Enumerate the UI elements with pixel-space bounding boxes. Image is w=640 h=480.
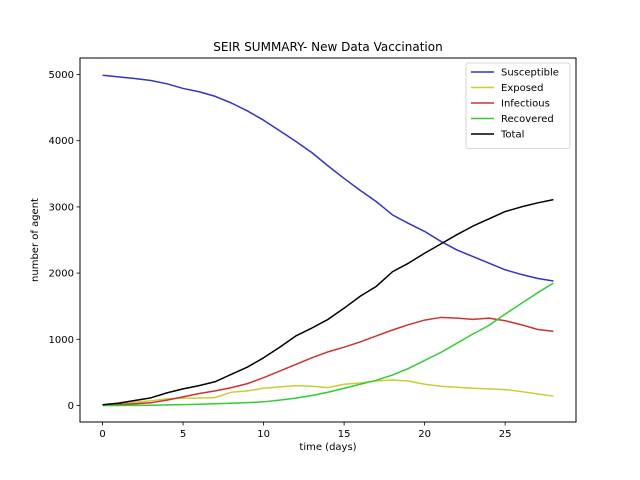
y-tick-label: 3000 xyxy=(49,202,74,213)
series-layer xyxy=(102,74,554,407)
legend: Susceptible Exposed Infectious Recovered Tot… xyxy=(465,62,571,149)
y-tick-label: 4000 xyxy=(49,136,74,147)
axes-frame xyxy=(79,57,577,423)
x-axis-label: time (days) xyxy=(299,442,356,453)
y-tick-label: 2000 xyxy=(49,269,74,280)
x-tick-label: 10 xyxy=(257,429,270,440)
x-tick-label: 0 xyxy=(99,429,105,440)
legend-label-susceptible: Susceptible xyxy=(501,68,559,79)
x-tick-label: 20 xyxy=(418,429,431,440)
legend-label-exposed: Exposed xyxy=(501,83,543,94)
x-tick-label: 15 xyxy=(338,429,351,440)
y-tick-label: 5000 xyxy=(49,70,74,81)
y-tick-label: 1000 xyxy=(49,335,74,346)
legend-box xyxy=(465,62,571,149)
x-axis: 0 5 10 15 20 25 xyxy=(99,422,512,440)
series-line-susceptible xyxy=(102,74,554,282)
legend-label-total: Total xyxy=(500,130,524,141)
chart-title: SEIR SUMMARY- New Data Vaccination xyxy=(213,40,442,54)
y-tick-label: 0 xyxy=(68,401,74,412)
series-line-infectious xyxy=(102,316,554,406)
series-line-total xyxy=(102,198,554,406)
y-axis: 0 1000 2000 3000 4000 5000 xyxy=(49,70,80,412)
y-axis-label: number of agent xyxy=(30,198,41,282)
x-tick-label: 25 xyxy=(499,429,512,440)
legend-label-infectious: Infectious xyxy=(501,99,550,110)
legend-label-recovered: Recovered xyxy=(501,114,554,125)
series-line-recovered xyxy=(102,282,554,407)
x-tick-label: 5 xyxy=(180,429,186,440)
